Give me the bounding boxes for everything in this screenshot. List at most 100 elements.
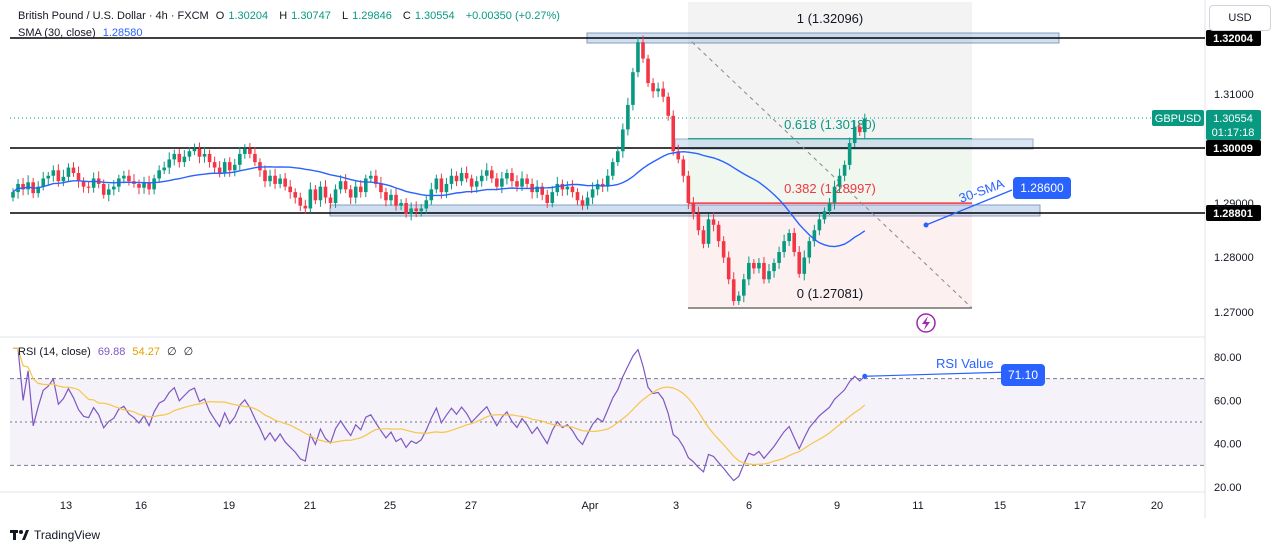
candle (691, 197, 696, 220)
candle (132, 174, 136, 188)
candle (243, 144, 247, 159)
candle (187, 147, 192, 162)
level-price-tag (1206, 140, 1261, 156)
candle-body (384, 192, 388, 201)
candle (81, 177, 86, 193)
candle-body (580, 200, 585, 206)
candle (207, 149, 212, 168)
candle (318, 181, 323, 207)
candle-body (127, 175, 131, 182)
candle-body (555, 183, 560, 193)
currency-button[interactable]: USD (1209, 5, 1271, 31)
candle (424, 194, 429, 214)
candle-body (298, 197, 303, 206)
candle (308, 182, 313, 213)
candle-body (767, 271, 771, 280)
candle (293, 188, 298, 204)
candle-body (570, 186, 575, 193)
candle-body (842, 164, 847, 176)
candle (772, 258, 776, 278)
candle (278, 174, 282, 189)
candle-body (641, 42, 645, 59)
candle (147, 175, 151, 195)
candle-body (706, 219, 711, 244)
legend-sma[interactable]: SMA (30, close) 1.28580 (18, 27, 146, 39)
candle (222, 158, 227, 177)
candle (91, 172, 96, 193)
candle-body (807, 241, 812, 258)
time-tick-label: 20 (1151, 500, 1163, 512)
candle (837, 168, 842, 193)
time-tick-label: 6 (746, 500, 752, 512)
candle (449, 168, 454, 190)
candle-body (495, 178, 499, 187)
ohlc-open: O 1.30204 (215, 10, 269, 22)
price-tick-label: 1.31000 (1214, 89, 1254, 101)
candle-body (444, 183, 449, 193)
candle-body (36, 186, 40, 194)
candle-body (716, 224, 721, 242)
candle-body (449, 175, 454, 184)
candle-body (661, 88, 665, 97)
candle (248, 143, 252, 159)
candle-body (51, 170, 56, 176)
fib-trend-line (691, 41, 973, 309)
candle (328, 193, 333, 209)
candle (323, 180, 328, 204)
candle-body (500, 178, 504, 187)
ohlc-close: C 1.30554 (402, 10, 455, 22)
candle-body (590, 189, 595, 198)
candle-body (328, 197, 333, 203)
candle-body (827, 203, 832, 212)
bar-countdown: 01:17:18 (1212, 127, 1255, 139)
candle-body (76, 173, 81, 182)
candle-body (550, 192, 555, 203)
candle (117, 174, 121, 193)
candle (676, 144, 681, 164)
candle (731, 272, 736, 306)
candle-body (520, 178, 524, 187)
candle (510, 168, 514, 187)
candle (610, 158, 615, 181)
candle-body (490, 170, 494, 179)
level-price-label: 1.30009 (1213, 143, 1253, 155)
candle-body (232, 164, 237, 171)
candle (404, 198, 408, 218)
candle-body (862, 118, 867, 133)
candle-body (187, 151, 192, 157)
fib-zone-middle (688, 138, 972, 204)
candle (479, 169, 484, 187)
candle (394, 188, 398, 211)
candle (701, 225, 706, 249)
time-tick-label: 19 (223, 500, 235, 512)
candle-body (91, 178, 96, 188)
candle (681, 155, 686, 183)
candle (303, 199, 308, 214)
candle (283, 173, 287, 191)
tradingview-logo[interactable]: TradingView (10, 528, 100, 542)
candle-body (71, 167, 76, 174)
candle-body (701, 230, 706, 244)
candle (797, 246, 802, 278)
candle-body (852, 126, 857, 144)
candle-body (646, 58, 650, 84)
candle (464, 166, 469, 183)
candle (374, 169, 378, 188)
candle (379, 176, 383, 199)
legend-rsi[interactable]: RSI (14, close) 69.88 54.27 ∅ ∅ (18, 345, 197, 358)
candle-body (333, 189, 338, 203)
rsi-callout-line (864, 371, 1003, 377)
candle-body (364, 178, 368, 193)
candle-body (636, 42, 640, 73)
candle (852, 120, 857, 148)
time-tick-label: 9 (834, 500, 840, 512)
candle (11, 188, 15, 202)
candle (696, 206, 701, 236)
candle-body (308, 189, 313, 209)
symbol-tag (1152, 110, 1204, 126)
rsi-tick-label: 80.00 (1214, 352, 1242, 364)
fib-label: 1 (1.32096) (797, 11, 864, 26)
candle (495, 173, 499, 191)
candle (812, 224, 817, 247)
